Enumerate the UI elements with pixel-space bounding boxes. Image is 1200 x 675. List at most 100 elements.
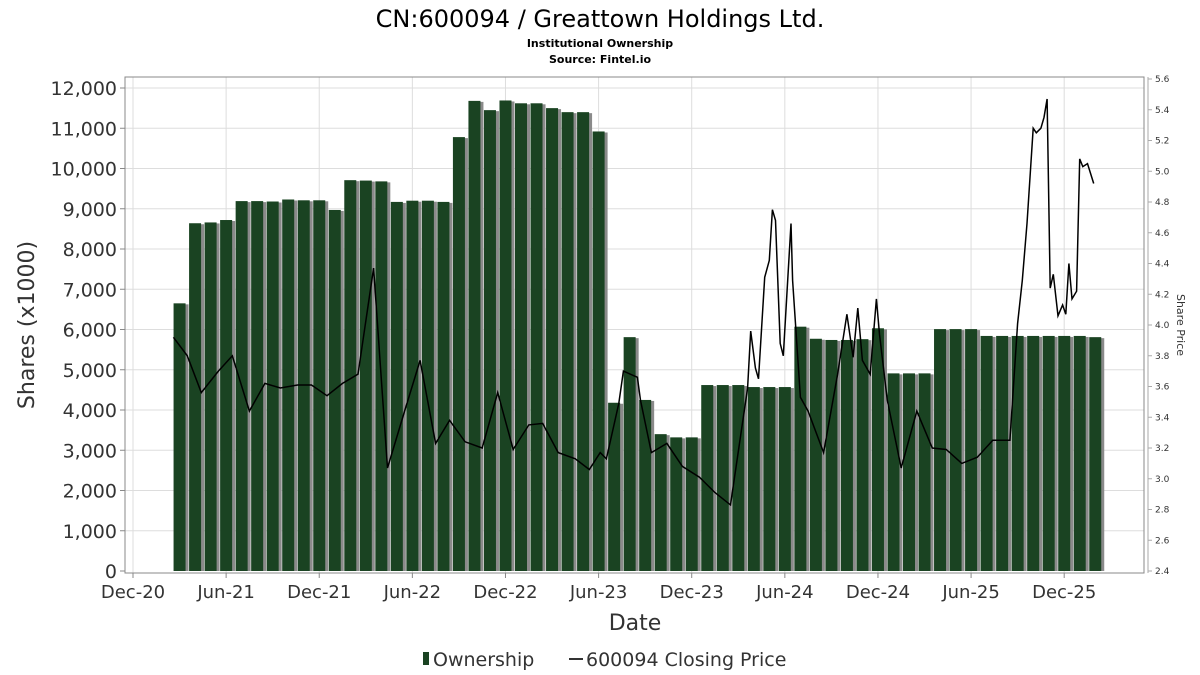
y2-tick-label: 3.8 [1155, 352, 1170, 362]
y2-tick-label: 3.0 [1155, 475, 1170, 485]
y2-tick-label: 4.6 [1155, 229, 1170, 239]
x-axis-ticks: Dec-20 Jun-21 Dec-21 Jun-22 Dec-22 Jun-23 Dec-… [101, 573, 1096, 603]
ownership-bar [856, 339, 869, 571]
ownership-bar [189, 223, 202, 572]
y2-tick-label: 4.8 [1155, 198, 1170, 208]
ownership-bar [1011, 335, 1024, 571]
y-tick-label: 4,000 [63, 400, 117, 422]
ownership-bar [530, 103, 543, 572]
ownership-bar [515, 103, 527, 572]
chart-title: CN:600094 / Greattown Holdings Ltd. [376, 5, 825, 33]
ownership-bar [654, 434, 667, 571]
y-tick-label: 7,000 [63, 279, 117, 301]
y2-tick-label: 4.2 [1155, 290, 1169, 300]
x-tick-label: Jun-21 [196, 582, 255, 603]
ownership-bar [1042, 335, 1055, 571]
y-tick-label: 9,000 [63, 199, 117, 221]
ownership-bar [825, 339, 838, 571]
ownership-bar [949, 329, 962, 571]
ownership-bar [716, 385, 729, 571]
ownership-bar [965, 329, 978, 571]
ownership-bar [608, 402, 621, 571]
ownership-bar [282, 199, 295, 571]
y2-tick-label: 5.6 [1155, 75, 1170, 85]
ownership-bar [763, 387, 776, 571]
ownership-bar [344, 180, 357, 572]
ownership-bar [173, 303, 186, 571]
ownership-bar [1058, 335, 1071, 571]
ownership-bar [499, 100, 512, 571]
ownership-bar [204, 222, 217, 571]
x-tick-label: Jun-24 [755, 582, 814, 603]
x-axis-label: Date [609, 611, 662, 636]
y-tick-label: 3,000 [63, 440, 117, 462]
y2-tick-label: 3.2 [1155, 444, 1169, 454]
ownership-bars [173, 100, 1105, 572]
ownership-bar [390, 201, 403, 571]
y2-tick-label: 4.0 [1155, 321, 1170, 331]
x-tick-label: Dec-20 [101, 582, 165, 603]
y2-axis-label: Share Price [1174, 294, 1187, 356]
ownership-bar [220, 220, 233, 571]
ownership-bar [468, 100, 481, 571]
x-tick-label: Dec-23 [660, 582, 724, 603]
y-axis-label: Shares (x1000) [15, 241, 40, 409]
y-tick-label: 10,000 [51, 159, 117, 181]
x-tick-label: Jun-25 [941, 582, 1000, 603]
x-tick-label: Dec-24 [846, 582, 910, 603]
price-line [172, 98, 1095, 507]
ownership-bar [313, 200, 326, 572]
y-tick-label: 5,000 [63, 360, 117, 382]
ownership-bar [840, 339, 853, 571]
ownership-bar [809, 338, 822, 571]
ownership-bar [359, 180, 372, 571]
y2-tick-label: 3.4 [1155, 413, 1170, 423]
y-tick-label: 11,000 [51, 118, 117, 140]
ownership-bar [934, 329, 947, 571]
ownership-bar [561, 112, 574, 572]
ownership-bar [918, 373, 931, 571]
ownership-bar [887, 373, 900, 571]
ownership-bar [452, 137, 465, 572]
x-tick-label: Dec-21 [287, 582, 351, 603]
right-axis-ticks: 2.4 2.6 2.8 3.0 3.2 3.4 3.6 3.8 4.0 4.2 4.4 4.6 4.8 5… [1148, 75, 1170, 577]
ownership-bar [871, 328, 884, 571]
ownership-bar [421, 200, 434, 571]
y2-tick-label: 3.6 [1155, 383, 1170, 393]
y2-tick-label: 5.2 [1155, 137, 1169, 147]
plot-frame [124, 76, 1145, 574]
x-tick-label: Jun-23 [569, 582, 628, 603]
ownership-bar [1027, 335, 1040, 571]
ownership-bar [592, 131, 605, 571]
ownership-bar [794, 326, 807, 571]
ownership-bar [747, 387, 760, 571]
ownership-bar [251, 201, 264, 572]
ownership-bar [1073, 335, 1086, 571]
chart-source: Source: Fintel.io [549, 53, 651, 66]
legend-price-label: 600094 Closing Price [586, 649, 786, 671]
ownership-bar [778, 387, 791, 571]
y-tick-label: 8,000 [63, 239, 117, 261]
x-tick-label: Jun-22 [383, 582, 442, 603]
x-tick-label: Dec-25 [1032, 582, 1096, 603]
y-tick-label: 1,000 [63, 521, 117, 543]
y2-tick-label: 4.4 [1155, 260, 1170, 270]
ownership-bar [903, 373, 915, 571]
ownership-bar [980, 335, 993, 571]
y2-tick-label: 2.6 [1155, 536, 1170, 546]
legend: Ownership 600094 Closing Price [423, 649, 786, 671]
ownership-bar [546, 108, 559, 571]
y2-tick-label: 2.4 [1155, 567, 1170, 577]
ownership-bar [670, 437, 683, 571]
y2-tick-label: 2.8 [1155, 506, 1170, 516]
ownership-bar [577, 112, 590, 572]
ownership-bar [639, 399, 652, 571]
y-tick-label: 12,000 [51, 78, 117, 100]
chart-subtitle: Institutional Ownership [527, 37, 673, 50]
ownership-bar [1089, 337, 1102, 571]
ownership-bar [701, 385, 714, 571]
ownership-bar [623, 337, 636, 571]
left-axis-ticks: 0 1,000 2,000 3,000 4,000 5,000 6,000 7,000 8,00… [51, 78, 125, 583]
legend-ownership-label: Ownership [433, 649, 534, 671]
